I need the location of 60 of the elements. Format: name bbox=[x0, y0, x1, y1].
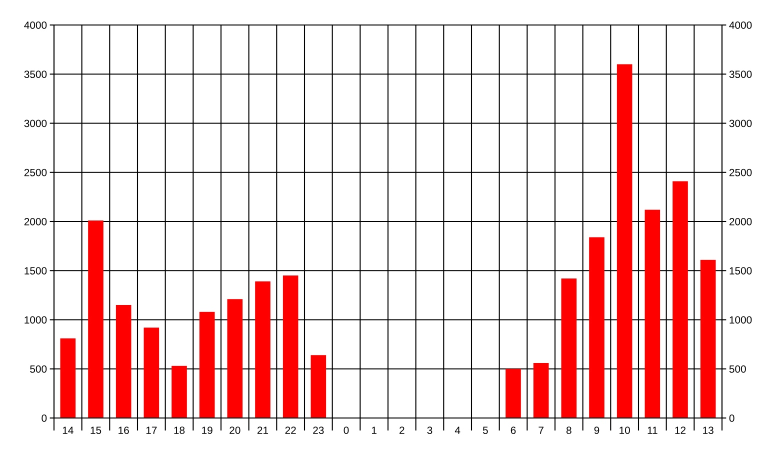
x-tick-label: 23 bbox=[313, 426, 324, 434]
y2-tick-label: 3000 bbox=[729, 120, 752, 128]
y2-tick-label: 1500 bbox=[730, 267, 752, 274]
x-tick-label: 17 bbox=[146, 426, 157, 434]
y2-tick-label: 500 bbox=[729, 365, 746, 373]
x-tick-label: 11 bbox=[648, 426, 658, 434]
x-tick-label: 19 bbox=[202, 426, 212, 434]
bar bbox=[644, 210, 660, 418]
x-tick-label: 6 bbox=[510, 426, 516, 434]
y-tick-label: 1500 bbox=[24, 267, 47, 274]
x-tick-label: 1 bbox=[372, 426, 376, 434]
y-tick-label: 2000 bbox=[24, 218, 47, 226]
y-tick-label: 4000 bbox=[24, 22, 47, 29]
x-tick-label: 4 bbox=[454, 426, 460, 434]
x-tick-label: 21 bbox=[257, 426, 268, 434]
x-tick-label: 16 bbox=[118, 426, 129, 434]
y2-tick-label: 3500 bbox=[729, 70, 752, 78]
bar bbox=[88, 220, 104, 418]
bar bbox=[227, 299, 243, 418]
x-tick-label: 12 bbox=[675, 426, 686, 434]
bar bbox=[282, 276, 298, 418]
y-tick-label: 1000 bbox=[24, 316, 47, 324]
y2-tick-label: 2000 bbox=[729, 218, 752, 226]
bar bbox=[172, 366, 187, 418]
bar bbox=[616, 64, 632, 418]
bar bbox=[506, 368, 521, 418]
x-tick-label: 9 bbox=[594, 426, 600, 434]
x-tick-label: 22 bbox=[285, 426, 296, 434]
x-tick-label: 20 bbox=[230, 426, 240, 434]
x-tick-label: 3 bbox=[427, 426, 432, 434]
y2-tick-label: 4000 bbox=[729, 22, 752, 29]
bar bbox=[310, 355, 326, 418]
bar bbox=[60, 338, 76, 418]
bar bbox=[255, 281, 270, 418]
x-tick-label: 0 bbox=[344, 426, 349, 434]
y-tick-label: 3000 bbox=[24, 120, 47, 128]
y-tick-label: 2500 bbox=[24, 168, 47, 176]
bar bbox=[199, 312, 215, 418]
bar bbox=[589, 237, 604, 418]
x-tick-label: 13 bbox=[703, 426, 714, 434]
bar bbox=[700, 260, 716, 418]
bar bbox=[144, 328, 160, 418]
x-tick-label: 7 bbox=[538, 426, 544, 434]
y-tick-label: 500 bbox=[30, 365, 47, 373]
y2-tick-label: 1000 bbox=[730, 316, 752, 324]
y2-tick-label: 0 bbox=[729, 414, 734, 422]
x-tick-label: 10 bbox=[620, 426, 630, 434]
x-tick-label: 15 bbox=[90, 426, 102, 434]
bar bbox=[533, 362, 549, 418]
y-tick-label: 0 bbox=[42, 414, 47, 422]
y-tick-label: 3500 bbox=[24, 70, 47, 78]
x-tick-label: 5 bbox=[482, 426, 488, 434]
x-tick-label: 8 bbox=[566, 426, 572, 434]
x-tick-label: 14 bbox=[62, 426, 74, 434]
bar bbox=[561, 278, 577, 418]
x-tick-label: 18 bbox=[174, 426, 185, 434]
bar bbox=[116, 305, 132, 418]
bar bbox=[672, 181, 688, 418]
x-tick-label: 2 bbox=[400, 426, 404, 434]
y2-tick-label: 2500 bbox=[729, 168, 752, 176]
